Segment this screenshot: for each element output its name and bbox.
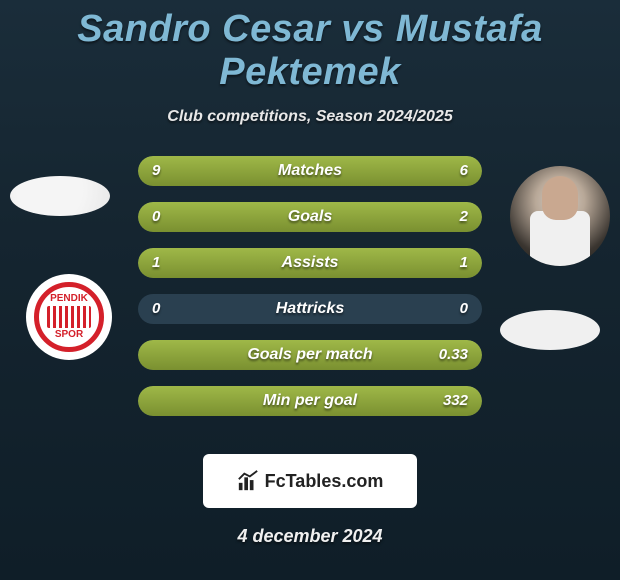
stat-row: 9Matches6 <box>138 156 482 186</box>
chart-icon <box>237 470 259 492</box>
stat-label: Assists <box>138 248 482 278</box>
stat-value-right: 2 <box>460 202 468 232</box>
stat-row: Goals per match0.33 <box>138 340 482 370</box>
stat-label: Min per goal <box>138 386 482 416</box>
club-logo-left-text-bottom: SPOR <box>55 330 83 340</box>
stat-label: Goals <box>138 202 482 232</box>
player-right-avatar <box>510 166 610 266</box>
player-left-avatar <box>10 176 110 216</box>
page-title: Sandro Cesar vs Mustafa Pektemek <box>0 0 620 94</box>
stat-value-right: 6 <box>460 156 468 186</box>
comparison-panel: PENDIK SPOR 9Matches60Goals21Assists10Ha… <box>0 156 620 446</box>
stat-value-right: 1 <box>460 248 468 278</box>
stat-row: 0Goals2 <box>138 202 482 232</box>
stat-label: Goals per match <box>138 340 482 370</box>
stat-row: 1Assists1 <box>138 248 482 278</box>
date-label: 4 december 2024 <box>0 526 620 547</box>
stat-row: 0Hattricks0 <box>138 294 482 324</box>
stat-label: Matches <box>138 156 482 186</box>
stat-value-right: 332 <box>443 386 468 416</box>
club-logo-left: PENDIK SPOR <box>26 274 112 360</box>
stat-label: Hattricks <box>138 294 482 324</box>
site-name: FcTables.com <box>265 471 384 492</box>
subtitle: Club competitions, Season 2024/2025 <box>0 108 620 126</box>
site-badge: FcTables.com <box>203 454 417 508</box>
stat-value-right: 0 <box>460 294 468 324</box>
stat-row: Min per goal332 <box>138 386 482 416</box>
club-logo-right <box>500 310 600 350</box>
stat-bars: 9Matches60Goals21Assists10Hattricks0Goal… <box>138 156 482 432</box>
club-logo-left-text-top: PENDIK <box>50 294 88 304</box>
stat-value-right: 0.33 <box>439 340 468 370</box>
